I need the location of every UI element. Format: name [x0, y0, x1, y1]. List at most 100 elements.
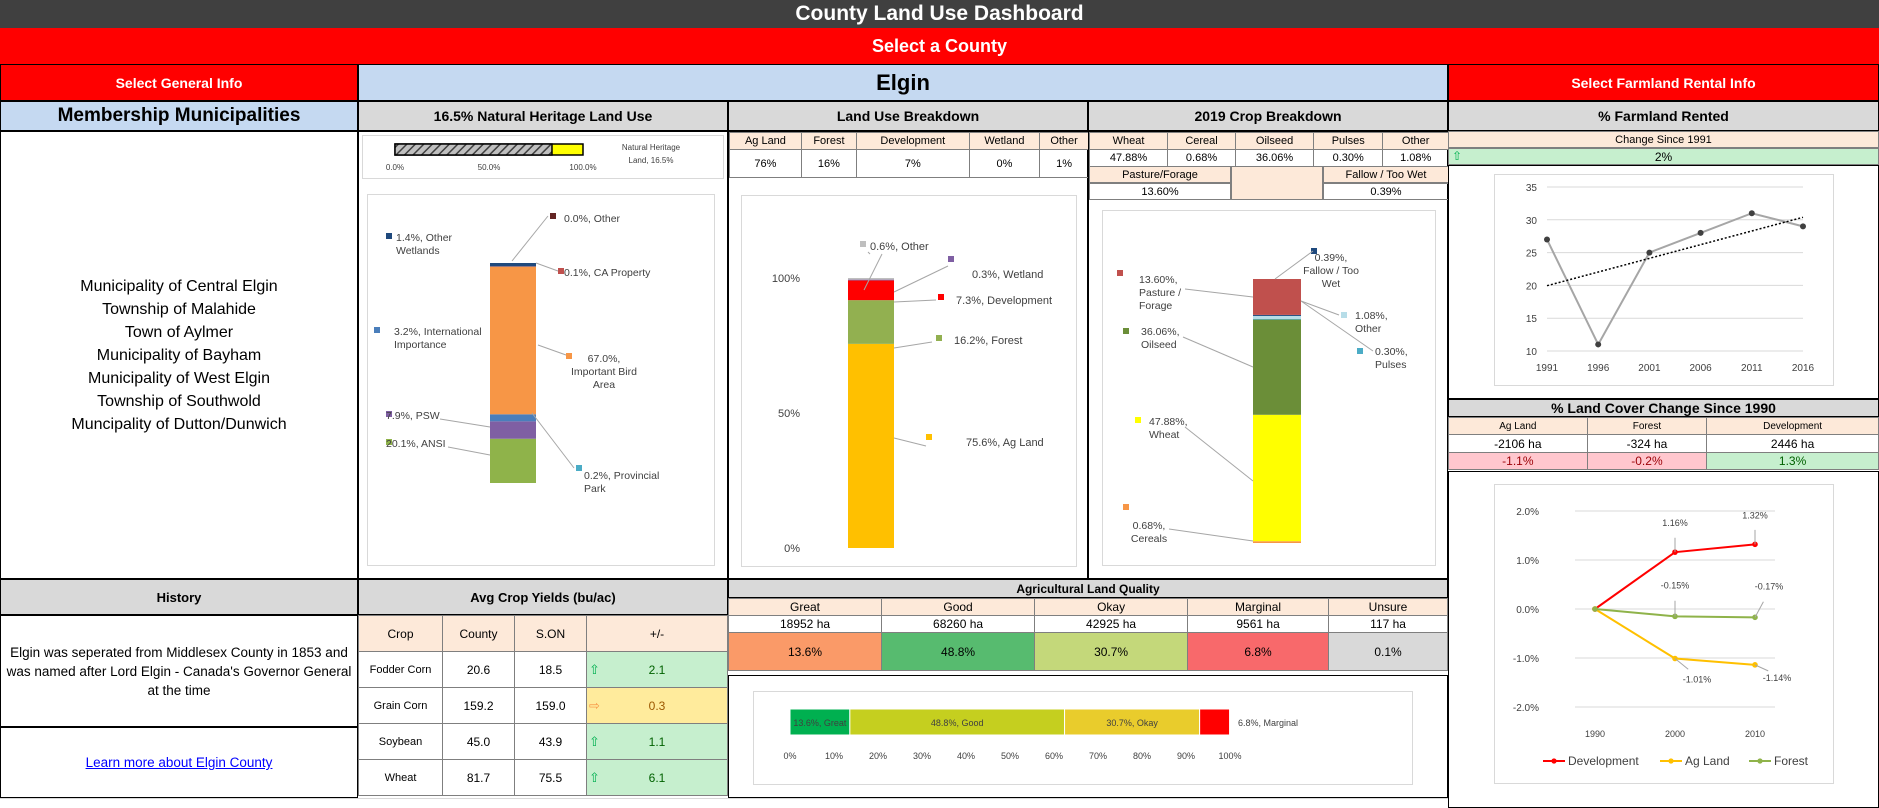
land-use-legend-marker	[948, 256, 954, 262]
county-name: Elgin	[358, 64, 1448, 101]
crop-legend-marker	[1357, 348, 1363, 354]
yields-diff: ⇨ 0.3	[586, 687, 728, 724]
history-text: Elgin was seperated from Middlesex Count…	[0, 615, 358, 727]
land-use-ytick: 100%	[772, 273, 800, 285]
heritage-segment	[490, 421, 536, 439]
crop-breakdown-panel: Wheat Cereal Oilseed Pulses Other 47.88% 0.68…	[1088, 131, 1449, 579]
quality-xtick: 10%	[825, 751, 843, 761]
quality-xtick: 30%	[913, 751, 931, 761]
land-cover-header: Forest	[1586, 417, 1708, 435]
learn-more-link[interactable]: Learn more about Elgin County	[85, 755, 273, 770]
crop-legend-marker	[1311, 248, 1317, 254]
cover-point	[1752, 614, 1758, 621]
select-farmland-rental-button[interactable]: Select Farmland Rental Info	[1448, 64, 1879, 101]
crop-breakdown-table: Wheat Cereal Oilseed Pulses Other 47.88% 0.68…	[1088, 132, 1449, 167]
land-use-data-label: 7.3%, Development	[956, 295, 1052, 307]
yields-diff: ⇧ 1.1	[586, 723, 728, 760]
municipality-item: Municipality of West Elgin	[88, 369, 270, 387]
quality-data-label: 48.8%, Good	[931, 718, 984, 728]
heritage-legend-marker	[386, 439, 392, 445]
quality-xtick: 100%	[1218, 751, 1241, 761]
ag-quality-header: Unsure	[1328, 598, 1448, 616]
crop-value: 0.30%	[1313, 149, 1384, 167]
heritage-legend-marker	[558, 268, 564, 274]
land-use-header: Ag Land	[729, 132, 802, 150]
crop-legend-marker	[1341, 312, 1347, 318]
rented-xtick: 2001	[1638, 363, 1661, 374]
yields-crop: Grain Corn	[358, 687, 443, 724]
quality-segment	[789, 708, 851, 736]
cover-legend-label: Development	[1568, 754, 1639, 768]
crop-data-label: 1.08%, Other	[1355, 310, 1388, 335]
crop-data-label: 0.68%, Cereals	[1131, 520, 1167, 545]
land-use-ytick: 0%	[784, 543, 800, 555]
quality-xtick: 20%	[869, 751, 887, 761]
land-use-header: Forest	[800, 132, 857, 150]
ag-quality-pct: 30.7%	[1034, 632, 1189, 671]
cover-ytick: 0.0%	[1516, 605, 1539, 616]
ag-quality-pct: 6.8%	[1187, 632, 1330, 671]
history-title: History	[0, 579, 358, 615]
crop-data-label: 47.88%, Wheat	[1149, 416, 1188, 441]
select-county-button[interactable]: Select a County	[0, 28, 1879, 64]
change-since-value: ⇧ 2%	[1448, 148, 1879, 165]
membership-list: Municipality of Central Elgin Township of…	[0, 131, 358, 579]
leader-line	[1674, 658, 1689, 670]
crop-value: 47.88%	[1088, 149, 1169, 167]
rented-point	[1646, 249, 1653, 256]
yields-header: +/-	[586, 615, 728, 652]
land-use-panel: Ag Land Forest Development Wetland Other 76% 1…	[728, 131, 1089, 579]
land-cover-ha: 2446 ha	[1706, 434, 1879, 453]
land-cover-panel: -2.0% -1.0% 0.0% 1.0% 2.0% 1990 2000 2010 1.16% 1…	[1448, 471, 1879, 808]
leader-line	[863, 253, 883, 291]
cover-point	[1752, 662, 1758, 668]
rented-ytick: 10	[1526, 347, 1538, 358]
ag-quality-ha: 18952 ha	[727, 615, 883, 633]
arrow-up-icon: ⇧	[589, 770, 600, 785]
crop-segment	[1253, 319, 1301, 415]
land-use-legend-marker	[860, 241, 866, 247]
select-general-info-button[interactable]: Select General Info	[0, 64, 358, 101]
membership-title: Membership Municipalities	[0, 101, 358, 131]
yields-son: 75.5	[514, 759, 587, 796]
heritage-progress-chart: 0.0% 50.0% 100.0% Natural Heritage Land, 16.…	[362, 135, 724, 179]
land-use-data-label: 16.2%, Forest	[954, 335, 1022, 347]
leader-line	[1274, 250, 1314, 280]
leader-line	[893, 299, 937, 303]
yields-diff-value: 6.1	[648, 770, 666, 785]
leader-line	[535, 262, 559, 272]
crop-legend-marker	[1123, 504, 1129, 510]
quality-xtick: 0%	[783, 751, 796, 761]
farmland-rented-title: % Farmland Rented	[1448, 101, 1879, 131]
land-use-title: Land Use Breakdown	[728, 101, 1088, 131]
heritage-stack-chart: 20.1%, ANSI 7.9%, PSW 3.2%, International I…	[367, 194, 715, 566]
crop-header: Wheat	[1088, 132, 1169, 150]
land-use-value: 76%	[729, 149, 802, 178]
rented-point	[1595, 341, 1602, 348]
heritage-data-label: 0.0%, Other	[564, 213, 621, 225]
heritage-legend-marker	[374, 327, 380, 333]
cover-legend-marker	[1551, 758, 1557, 764]
leader-line	[537, 344, 567, 356]
yields-header: S.ON	[514, 615, 587, 652]
heritage-data-label: 67.0%, Important Bird Area	[571, 353, 637, 391]
leader-line	[1184, 288, 1254, 298]
quality-segment	[849, 708, 1066, 736]
table-row: Fodder Corn 20.6 18.5 ⇧ 2.1	[358, 651, 728, 688]
crop-data-label: 0.39%, Fallow / Too Wet	[1303, 252, 1359, 290]
crop-value: 0.68%	[1167, 149, 1237, 167]
arrow-up-icon: ⇧	[589, 734, 600, 749]
heritage-data-label: 20.1%, ANSI	[386, 438, 446, 450]
cover-legend-marker	[1757, 758, 1763, 764]
yields-table: Crop County S.ON +/- Fodder Corn 20.6 18.5 ⇧ 2.1…	[358, 615, 728, 796]
municipality-item: Municipality of Bayham	[96, 346, 262, 364]
crop-legend-marker	[1135, 417, 1141, 423]
cover-data-label: -1.01%	[1683, 674, 1712, 684]
land-use-data-label: 75.6%, Ag Land	[966, 437, 1044, 449]
land-use-value: 1%	[1039, 149, 1089, 178]
rented-xtick: 2011	[1741, 363, 1763, 374]
cover-data-label: -1.14%	[1763, 673, 1792, 683]
cover-data-label: 1.32%	[1742, 510, 1768, 520]
crop-header: Cereal	[1167, 132, 1237, 150]
cover-xtick: 2010	[1745, 729, 1765, 739]
